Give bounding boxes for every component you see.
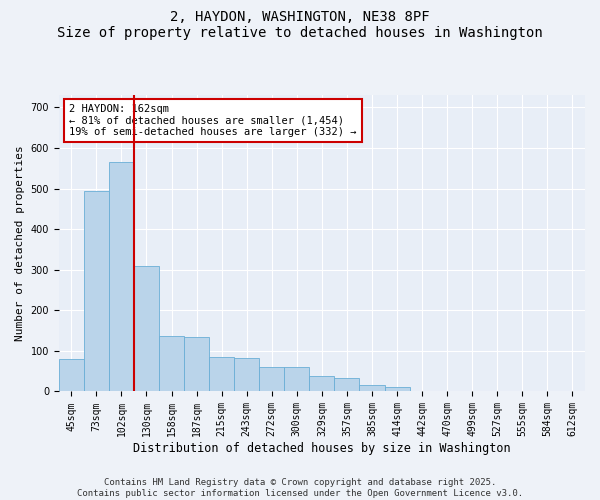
Bar bbox=[334, 378, 359, 392]
Bar bbox=[109, 162, 134, 392]
Bar bbox=[385, 386, 410, 392]
Bar bbox=[134, 266, 159, 392]
Bar bbox=[84, 192, 109, 392]
Bar bbox=[159, 336, 184, 392]
Bar bbox=[234, 358, 259, 392]
Bar bbox=[310, 376, 334, 392]
Y-axis label: Number of detached properties: Number of detached properties bbox=[15, 146, 25, 341]
Text: Contains HM Land Registry data © Crown copyright and database right 2025.
Contai: Contains HM Land Registry data © Crown c… bbox=[77, 478, 523, 498]
Bar bbox=[209, 357, 234, 392]
X-axis label: Distribution of detached houses by size in Washington: Distribution of detached houses by size … bbox=[133, 442, 511, 455]
Bar bbox=[359, 386, 385, 392]
Text: 2 HAYDON: 162sqm
← 81% of detached houses are smaller (1,454)
19% of semi-detach: 2 HAYDON: 162sqm ← 81% of detached house… bbox=[70, 104, 357, 138]
Bar bbox=[284, 367, 310, 392]
Bar bbox=[184, 336, 209, 392]
Bar bbox=[59, 359, 84, 392]
Bar bbox=[259, 367, 284, 392]
Text: 2, HAYDON, WASHINGTON, NE38 8PF
Size of property relative to detached houses in : 2, HAYDON, WASHINGTON, NE38 8PF Size of … bbox=[57, 10, 543, 40]
